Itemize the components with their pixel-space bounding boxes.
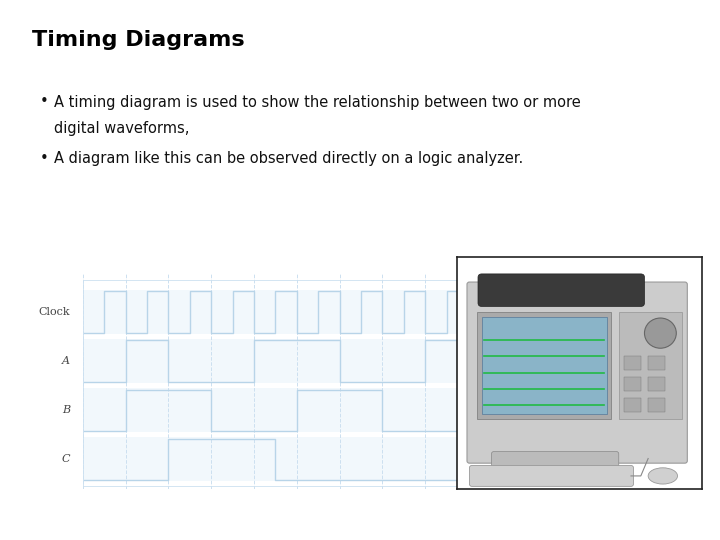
Text: Timing Diagrams: Timing Diagrams [32, 30, 245, 50]
Text: •: • [40, 151, 48, 166]
Text: A: A [62, 356, 70, 366]
Bar [482, 317, 606, 414]
Text: A diagram like this can be observed directly on a logic analyzer.: A diagram like this can be observed dire… [54, 151, 523, 166]
FancyBboxPatch shape [467, 282, 688, 463]
Text: •: • [40, 94, 48, 110]
Circle shape [644, 318, 676, 348]
Bar [83, 388, 468, 432]
Text: C: C [61, 454, 70, 464]
Bar [624, 377, 641, 391]
Bar [83, 339, 468, 383]
Bar [477, 312, 611, 419]
Bar [648, 377, 665, 391]
Text: A timing diagram is used to show the relationship between two or more: A timing diagram is used to show the rel… [54, 94, 581, 110]
Text: Clock: Clock [38, 307, 70, 317]
Text: B: B [62, 405, 70, 415]
Bar [618, 312, 683, 419]
FancyBboxPatch shape [478, 274, 644, 306]
FancyBboxPatch shape [469, 465, 634, 487]
Bar [648, 398, 665, 412]
Ellipse shape [648, 468, 678, 484]
FancyBboxPatch shape [492, 451, 618, 468]
Bar [624, 356, 641, 370]
Bar [624, 398, 641, 412]
Bar [83, 437, 468, 481]
Bar [83, 290, 468, 334]
Bar [648, 356, 665, 370]
Text: digital waveforms,: digital waveforms, [54, 122, 189, 137]
